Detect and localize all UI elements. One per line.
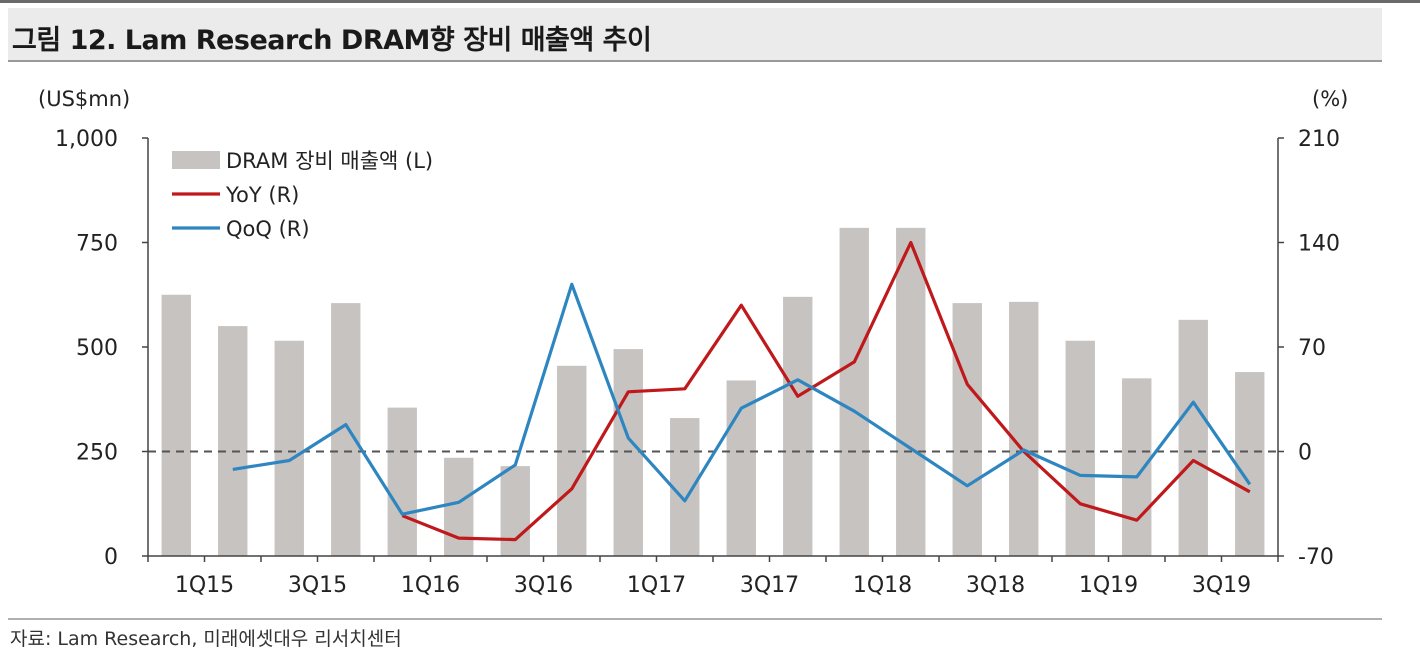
bar-1q16 [387, 407, 417, 556]
right-tick-label: 140 [1298, 232, 1340, 257]
bar-4q17 [783, 296, 813, 556]
bar-1q15 [161, 294, 191, 556]
x-tick-label: 1Q18 [853, 573, 912, 598]
bar-1q19 [1065, 340, 1095, 556]
left-tick-label: 250 [76, 441, 118, 466]
x-tick-label: 1Q15 [175, 573, 234, 598]
x-tick-label: 3Q19 [1192, 573, 1251, 598]
x-tick-label: 1Q19 [1079, 573, 1138, 598]
footer-rule [8, 618, 1382, 620]
chart: 0 250 500 750 1,000 -70 0 70 140 210 (US$mn) (%) 1Q1… [38, 87, 1348, 598]
x-tick-label: 1Q16 [401, 573, 460, 598]
x-tick-label: 1Q17 [627, 573, 686, 598]
legend-qoq-label: QoQ (R) [226, 217, 310, 241]
bar-2q15 [218, 326, 248, 556]
bar-2q16 [444, 457, 474, 556]
left-tick-label: 500 [76, 336, 118, 361]
bar-1q18 [839, 227, 869, 556]
bar-4q16 [557, 365, 587, 556]
x-tick-label: 3Q17 [740, 573, 799, 598]
left-tick-label: 1,000 [55, 127, 118, 152]
x-tick-label: 3Q16 [514, 573, 573, 598]
legend-bar-swatch [172, 151, 220, 169]
legend-bar-label: DRAM 장비 매출액 (L) [226, 149, 433, 173]
x-tick-label: 3Q15 [288, 573, 347, 598]
right-tick-label: 0 [1298, 441, 1312, 466]
right-tick-label: 210 [1298, 127, 1340, 152]
right-tick-label: 70 [1298, 336, 1326, 361]
title-band: 그림 12. Lam Research DRAM향 장비 매출액 추이 [8, 8, 1382, 60]
bar-3q18 [952, 303, 982, 556]
figure-title: 그림 12. Lam Research DRAM향 장비 매출액 추이 [12, 25, 652, 56]
bar-2q19 [1122, 378, 1152, 556]
qoq-line [232, 282, 1252, 516]
bar-1q17 [613, 349, 643, 556]
bar-2q18 [896, 227, 926, 556]
bar-3q15 [274, 340, 304, 556]
source-note: 자료: Lam Research, 미래에셋대우 리서치센터 [10, 628, 402, 650]
yoy-line [401, 240, 1251, 542]
bar-3q16 [500, 466, 530, 556]
bar-4q18 [1009, 301, 1039, 556]
title-underline [8, 60, 1382, 62]
right-axis-unit: (%) [1312, 87, 1348, 111]
right-tick-label: -70 [1298, 545, 1334, 570]
left-tick-label: 0 [104, 545, 118, 570]
left-tick-label: 750 [76, 232, 118, 257]
top-rule [0, 0, 1420, 3]
bar-3q19 [1178, 319, 1208, 556]
left-axis-unit: (US$mn) [38, 87, 130, 111]
legend-yoy-label: YoY (R) [225, 183, 299, 207]
x-tick-label: 3Q18 [966, 573, 1025, 598]
bar-4q19 [1235, 372, 1265, 556]
